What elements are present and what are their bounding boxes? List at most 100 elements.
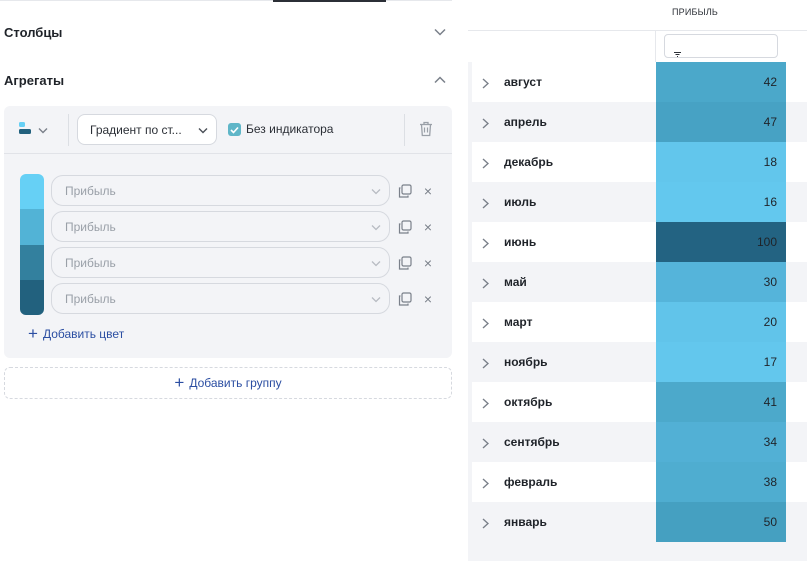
profit-cell[interactable]: 30 (656, 262, 786, 302)
columns-section-title: Столбцы (4, 24, 63, 40)
profit-cell[interactable]: 20 (656, 302, 786, 342)
chevron-right-icon[interactable] (482, 396, 492, 409)
aggregate-toolbar: Градиент по ст... Без индикатора (4, 106, 452, 154)
add-group-button[interactable]: + Добавить группу (4, 367, 452, 399)
chevron-up-icon[interactable] (432, 72, 448, 88)
chevron-right-icon[interactable] (482, 76, 492, 89)
active-tab-indicator[interactable] (273, 0, 386, 2)
chevron-right-icon[interactable] (482, 276, 492, 289)
filter-icon (674, 44, 681, 62)
row-label: апрель (504, 115, 547, 129)
row-label: октябрь (504, 395, 553, 409)
add-group-label: Добавить группу (189, 376, 282, 390)
table-row[interactable]: декабрь 18 (472, 142, 807, 182)
row-trailing-space (786, 182, 807, 222)
copy-icon[interactable] (398, 220, 412, 234)
chevron-right-icon[interactable] (482, 156, 492, 169)
metric-select-placeholder: Прибыль (65, 291, 116, 306)
color-swatch[interactable] (20, 279, 44, 315)
aggregates-section-header[interactable]: Агрегаты (4, 68, 452, 92)
table-row[interactable]: ноябрь 17 (472, 342, 807, 382)
table-body: август 42 апрель 47 декабрь 18 июль 16 июнь 100 ма… (472, 62, 807, 542)
profit-cell[interactable]: 47 (656, 102, 786, 142)
chevron-right-icon[interactable] (482, 476, 492, 489)
chevron-right-icon[interactable] (482, 436, 492, 449)
chevron-right-icon[interactable] (482, 236, 492, 249)
close-icon[interactable]: × (423, 183, 433, 199)
chevron-down-icon[interactable] (432, 24, 448, 40)
profit-cell[interactable]: 17 (656, 342, 786, 382)
chevron-right-icon[interactable] (482, 356, 492, 369)
column-filter-input[interactable] (664, 34, 778, 58)
profit-cell[interactable]: 42 (656, 62, 786, 102)
aggregates-section-title: Агрегаты (4, 72, 65, 88)
table-row[interactable]: июнь 100 (472, 222, 807, 262)
row-label: май (504, 275, 527, 289)
filter-row (468, 31, 807, 62)
row-label: декабрь (504, 155, 554, 169)
profit-cell[interactable]: 41 (656, 382, 786, 422)
no-indicator-checkbox[interactable] (228, 123, 241, 136)
chevron-right-icon[interactable] (482, 116, 492, 129)
viz-type-button[interactable] (18, 120, 62, 140)
table-row[interactable]: октябрь 41 (472, 382, 807, 422)
profit-cell[interactable]: 100 (656, 222, 786, 262)
row-label: август (504, 75, 542, 89)
profit-cell[interactable]: 50 (656, 502, 786, 542)
row-label: март (504, 315, 533, 329)
color-swatch[interactable] (20, 244, 44, 280)
column-viz-icon (18, 120, 34, 141)
table-row[interactable]: май 30 (472, 262, 807, 302)
row-trailing-space (786, 342, 807, 382)
copy-icon[interactable] (398, 184, 412, 198)
plus-icon: + (28, 324, 38, 343)
chevron-down-icon (38, 121, 48, 139)
row-label: ноябрь (504, 355, 548, 369)
toolbar-divider (68, 114, 69, 146)
metric-select[interactable]: Прибыль (51, 247, 390, 278)
metric-select[interactable]: Прибыль (51, 175, 390, 206)
row-trailing-space (786, 382, 807, 422)
color-swatch[interactable] (20, 209, 44, 245)
no-indicator-label[interactable]: Без индикатора (246, 122, 334, 136)
table-row[interactable]: январь 50 (472, 502, 807, 542)
row-label: июнь (504, 235, 537, 249)
pivot-table: ПРИБЫЛЬ август 42 апрель 47 декабрь 18 июль 16 и… (468, 0, 807, 561)
chevron-right-icon[interactable] (482, 196, 492, 209)
column-header-profit[interactable]: ПРИБЫЛЬ (672, 7, 719, 17)
profit-cell[interactable]: 16 (656, 182, 786, 222)
table-row[interactable]: март 20 (472, 302, 807, 342)
copy-icon[interactable] (398, 256, 412, 270)
row-trailing-space (786, 422, 807, 462)
plus-icon: + (174, 373, 185, 392)
table-header (468, 0, 807, 30)
metric-select[interactable]: Прибыль (51, 283, 390, 314)
trash-icon[interactable] (419, 121, 435, 139)
table-row[interactable]: сентябрь 34 (472, 422, 807, 462)
add-color-button[interactable]: + Добавить цвет (28, 324, 124, 343)
table-row[interactable]: февраль 38 (472, 462, 807, 502)
table-row[interactable]: апрель 47 (472, 102, 807, 142)
profit-cell[interactable]: 38 (656, 462, 786, 502)
chevron-down-icon (371, 184, 381, 198)
profit-cell[interactable]: 34 (656, 422, 786, 462)
row-trailing-space (786, 62, 807, 102)
columns-section-header[interactable]: Столбцы (4, 20, 452, 44)
chevron-right-icon[interactable] (482, 316, 492, 329)
aggregate-group-card: Градиент по ст... Без индикатора (4, 106, 452, 358)
color-swatch[interactable] (20, 174, 44, 210)
row-label: январь (504, 515, 547, 529)
column-divider (655, 31, 656, 62)
profit-cell[interactable]: 18 (656, 142, 786, 182)
close-icon[interactable]: × (423, 291, 433, 307)
chevron-right-icon[interactable] (482, 516, 492, 529)
table-row[interactable]: август 42 (472, 62, 807, 102)
gradient-swatch-column (20, 174, 44, 315)
gradient-type-dropdown[interactable]: Градиент по ст... (77, 114, 217, 145)
close-icon[interactable]: × (423, 219, 433, 235)
settings-panel: Столбцы Агрегаты (0, 0, 452, 399)
copy-icon[interactable] (398, 292, 412, 306)
metric-select[interactable]: Прибыль (51, 211, 390, 242)
table-row[interactable]: июль 16 (472, 182, 807, 222)
close-icon[interactable]: × (423, 255, 433, 271)
